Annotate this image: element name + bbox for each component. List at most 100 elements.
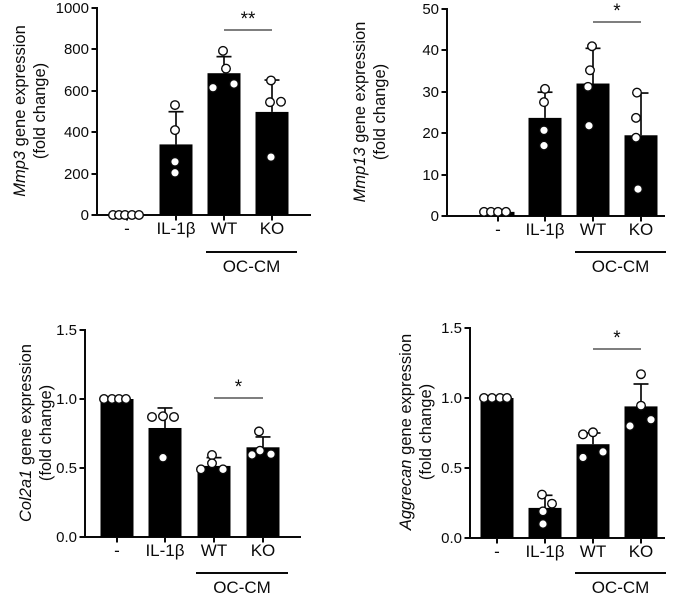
data-point — [266, 449, 277, 460]
y-tick-label: 1.5 — [56, 322, 77, 339]
data-point — [646, 414, 657, 425]
significance-stars: * — [235, 377, 243, 398]
bar-KO — [255, 111, 289, 215]
category-label-IL-1β: IL-1β — [145, 541, 184, 560]
y-tick-label: 1.0 — [56, 391, 77, 408]
y-tick-label: 600 — [64, 83, 89, 100]
data-point — [207, 82, 218, 93]
data-point — [228, 78, 239, 89]
data-point — [217, 45, 228, 56]
data-point — [636, 400, 647, 411]
category-label--: - — [114, 541, 120, 560]
group-bracket-label: OC-CM — [592, 257, 650, 276]
data-point — [169, 125, 180, 136]
data-point — [538, 97, 549, 108]
bar-WT — [207, 73, 241, 215]
y-axis-title-line2: (fold change) — [31, 62, 49, 159]
bar-WT — [576, 83, 610, 217]
significance-stars: * — [613, 1, 621, 22]
data-point — [133, 209, 144, 220]
gene-name: Mmp3 — [11, 150, 29, 197]
y-axis-title: Mmp3 gene expression (fold change) — [10, 0, 50, 226]
data-point — [538, 125, 549, 136]
y-axis-title-line1: Mmp13 gene expression — [350, 0, 370, 227]
data-point — [266, 75, 277, 86]
category-label-WT: WT — [201, 541, 227, 560]
category-label-KO: KO — [629, 542, 654, 561]
panel-aggrecan: 0.0 0.5 1.0 1.5 * - IL-1β WT KO OC-CM Aggrecan gen… — [337, 300, 675, 600]
data-point — [501, 392, 512, 403]
y-tick-label: 0 — [81, 207, 89, 224]
panel-col2a1: 0.0 0.5 1.0 1.5 * - IL-1β WT KO OC-CM Col2a1 gene … — [0, 300, 337, 600]
data-point — [587, 427, 598, 438]
category-label-WT: WT — [580, 220, 606, 239]
data-point — [631, 112, 642, 123]
y-tick-label: 40 — [422, 42, 439, 59]
y-tick-label: 0.0 — [56, 529, 77, 546]
group-bracket-label: OC-CM — [592, 578, 650, 597]
data-point — [539, 83, 550, 94]
data-point — [537, 518, 548, 529]
category-label--: - — [495, 220, 501, 239]
bar-WT — [197, 465, 231, 537]
significance-stars: ** — [241, 9, 256, 30]
data-point — [157, 452, 168, 463]
data-point — [632, 87, 643, 98]
y-axis-title-rest: gene expression — [351, 21, 369, 147]
y-axis-title-line1: Mmp3 gene expression — [10, 0, 30, 226]
data-point — [169, 100, 180, 111]
y-axis-title: Col2a1 gene expression (fold change) — [16, 318, 56, 548]
y-tick-label: 0.5 — [56, 460, 77, 477]
y-tick-label: 800 — [64, 41, 89, 58]
significance-stars: * — [613, 328, 621, 349]
data-point — [220, 63, 231, 74]
category-label-IL-1β: IL-1β — [156, 219, 195, 238]
y-tick-label: 200 — [64, 166, 89, 183]
group-bracket-label: OC-CM — [223, 257, 281, 276]
data-point — [625, 420, 636, 431]
y-tick-label: 10 — [422, 167, 439, 184]
category-label-KO: KO — [629, 220, 654, 239]
category-label-IL-1β: IL-1β — [525, 220, 564, 239]
data-point — [266, 152, 277, 163]
bar-- — [480, 398, 514, 538]
category-label--: - — [494, 542, 500, 561]
y-tick-label: 1.5 — [441, 320, 462, 337]
y-axis-title-rest: gene expression — [11, 24, 29, 151]
data-point — [537, 506, 548, 517]
bar-KO — [624, 135, 658, 216]
y-tick-label: 0 — [431, 208, 439, 225]
data-point — [146, 411, 157, 422]
bar-KO — [246, 447, 280, 537]
data-point — [582, 81, 593, 92]
y-tick-label: 0.0 — [441, 530, 462, 547]
category-label-WT: WT — [580, 542, 606, 561]
data-point — [598, 446, 609, 457]
panel-plot: 0.0 0.5 1.0 1.5 * - IL-1β WT KO OC-CM — [56, 322, 301, 597]
data-point — [536, 489, 547, 500]
data-point — [206, 458, 217, 469]
data-point — [217, 464, 228, 475]
y-axis-title-line1: Col2a1 gene expression — [16, 318, 36, 548]
data-point — [265, 97, 276, 108]
data-point — [253, 426, 264, 437]
data-point — [586, 41, 597, 52]
panel-plot: 0 200 400 600 800 1000 ** - IL-1β WT KO OC-CM — [56, 0, 311, 276]
category-label-WT: WT — [211, 219, 237, 238]
data-point — [583, 120, 594, 131]
data-point — [546, 498, 557, 509]
data-point — [577, 452, 588, 463]
y-tick-label: 1000 — [56, 0, 89, 17]
y-axis-title-rest: gene expression — [397, 333, 415, 460]
data-point — [633, 184, 644, 195]
gene-name: Aggrecan — [397, 459, 415, 531]
panel-plot: 0.0 0.5 1.0 1.5 * - IL-1β WT KO OC-CM — [441, 320, 666, 597]
gene-name: Mmp13 — [351, 146, 369, 202]
panel-mmp3: 0 200 400 600 800 1000 ** - IL-1β WT KO OC-CM Mmp3 g… — [0, 0, 337, 300]
y-tick-label: 20 — [422, 125, 439, 142]
y-axis-title: Aggrecan gene expression (fold change) — [396, 317, 436, 547]
data-point — [631, 132, 642, 143]
y-tick-label: 50 — [422, 1, 439, 18]
panel-plot: 0 10 20 30 40 50 * - IL-1β WT KO OC-CM — [422, 1, 666, 276]
category-label-KO: KO — [251, 541, 276, 560]
